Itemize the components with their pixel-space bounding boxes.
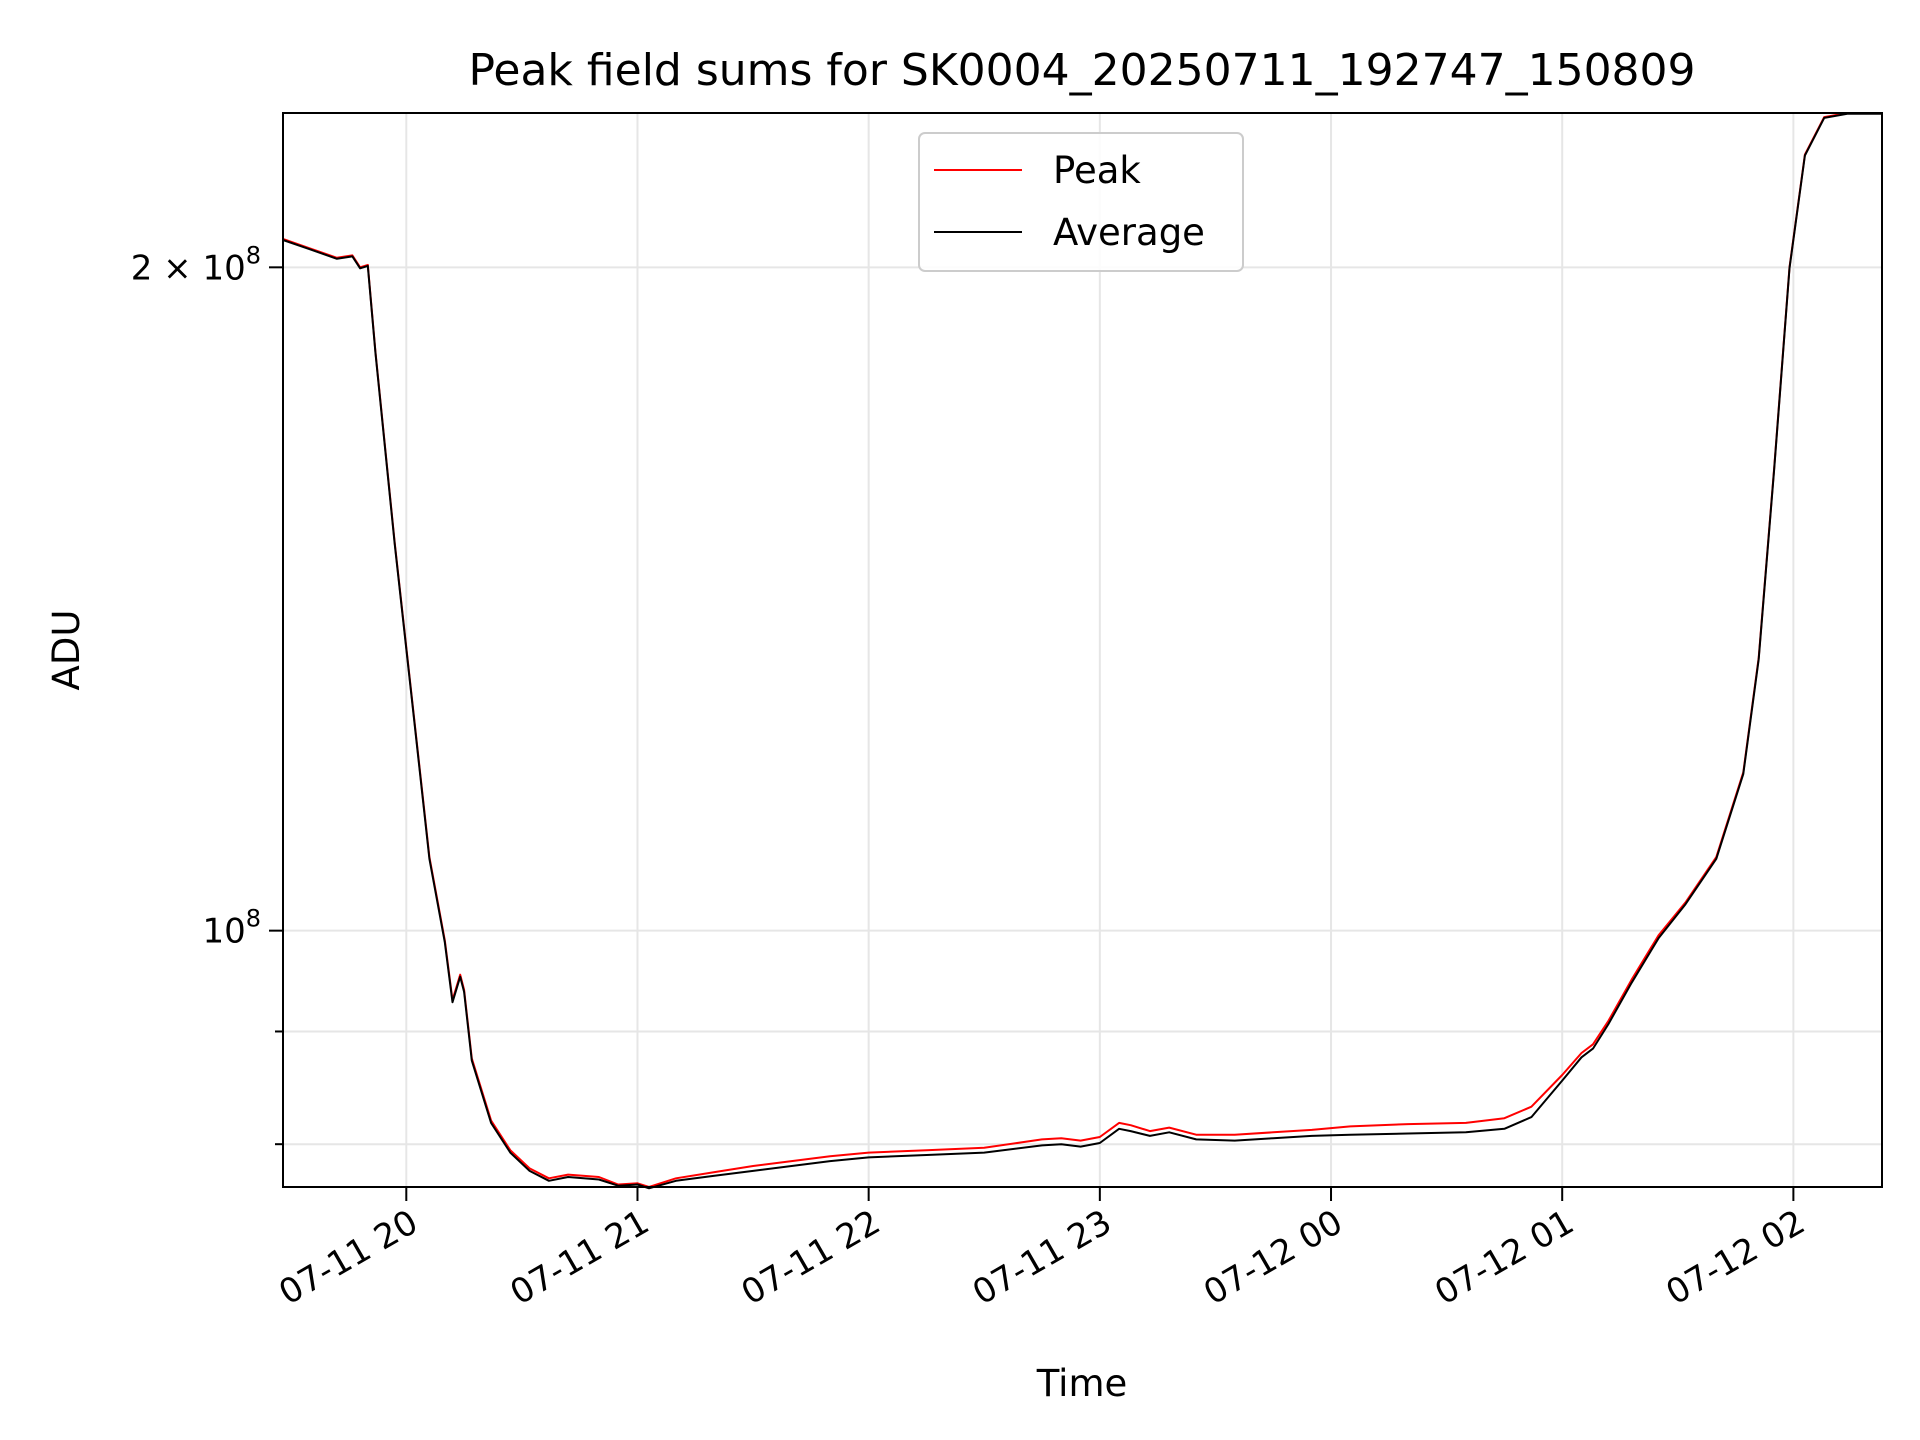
x-axis-label: Time xyxy=(1036,1362,1128,1405)
legend-box xyxy=(918,132,1244,272)
y-axis: 108 2 × 108 xyxy=(131,241,283,1146)
y-tick-label: 2 × 108 xyxy=(131,241,261,288)
series-layer xyxy=(282,112,1882,1190)
y-tick-label: 108 xyxy=(202,905,261,952)
legend: Peak Average xyxy=(918,132,1244,272)
plot-frame xyxy=(282,112,1883,1188)
legend-label-average: Average xyxy=(1053,211,1205,254)
grid xyxy=(283,113,1882,1187)
legend-label-peak: Peak xyxy=(1053,149,1141,192)
series-line-average xyxy=(282,112,1882,1190)
y-axis-label: ADU xyxy=(45,610,88,691)
chart-title: Peak field sums for SK0004_20250711_1927… xyxy=(468,45,1695,96)
